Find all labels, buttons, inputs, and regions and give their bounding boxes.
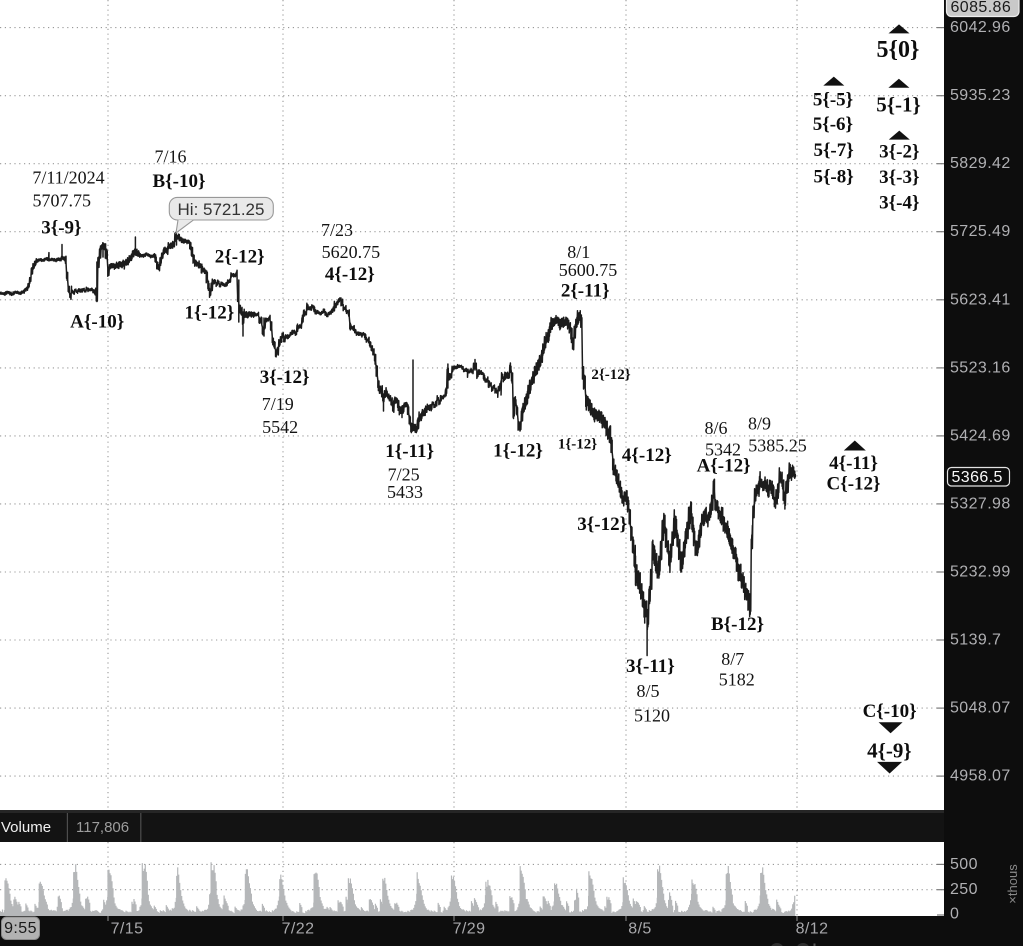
svg-text:4{-9}: 4{-9}	[867, 739, 912, 763]
svg-text:8/9: 8/9	[748, 414, 771, 434]
svg-text:8/1: 8/1	[567, 242, 590, 262]
svg-text:5327.98: 5327.98	[950, 495, 1011, 512]
svg-text:5542: 5542	[262, 417, 298, 437]
svg-text:8/6: 8/6	[704, 418, 727, 438]
svg-text:3{-12}: 3{-12}	[260, 367, 310, 388]
svg-text:6085.86: 6085.86	[951, 0, 1012, 16]
svg-text:117,806: 117,806	[76, 819, 129, 836]
svg-text:7/19: 7/19	[262, 394, 294, 414]
svg-text:8/7: 8/7	[721, 649, 744, 669]
svg-text:4{-12}: 4{-12}	[325, 264, 375, 285]
svg-text:3{-11}: 3{-11}	[626, 656, 675, 677]
svg-text:7/25: 7/25	[388, 465, 420, 485]
svg-text:5620.75: 5620.75	[322, 242, 381, 262]
svg-text:7/16: 7/16	[154, 147, 186, 167]
svg-text:3{-9}: 3{-9}	[41, 218, 81, 239]
svg-text:5342: 5342	[705, 439, 741, 459]
svg-text:5{-5}: 5{-5}	[813, 90, 853, 111]
svg-text:0: 0	[950, 906, 959, 923]
svg-text:A{-10}: A{-10}	[70, 311, 124, 332]
svg-text:5424.69: 5424.69	[950, 427, 1011, 444]
svg-text:1{-11}: 1{-11}	[385, 441, 434, 462]
svg-text:7/23: 7/23	[321, 220, 353, 240]
svg-text:5385.25: 5385.25	[748, 435, 807, 455]
svg-text:×thous: ×thous	[1005, 864, 1020, 904]
svg-text:5623.41: 5623.41	[950, 291, 1011, 308]
svg-text:B{-12}: B{-12}	[711, 614, 764, 635]
svg-text:5707.75: 5707.75	[33, 191, 92, 211]
svg-text:5935.23: 5935.23	[950, 87, 1011, 104]
svg-text:A{-12}: A{-12}	[697, 456, 751, 477]
svg-text:5{0}: 5{0}	[877, 37, 920, 63]
svg-text:3{-2}: 3{-2}	[879, 142, 919, 163]
svg-text:3{-3}: 3{-3}	[879, 167, 919, 188]
svg-text:5{-8}: 5{-8}	[813, 167, 853, 188]
svg-text:5725.49: 5725.49	[950, 223, 1011, 240]
svg-text:8/12: 8/12	[796, 921, 829, 938]
svg-text:2{-12}: 2{-12}	[591, 367, 630, 383]
svg-text:2{-11}: 2{-11}	[561, 280, 610, 301]
svg-text:6042.96: 6042.96	[950, 19, 1011, 36]
svg-text:4{-11}: 4{-11}	[829, 453, 878, 474]
svg-text:1{-12}: 1{-12}	[184, 303, 234, 324]
svg-text:5{-6}: 5{-6}	[813, 114, 853, 135]
svg-text:C{-12}: C{-12}	[826, 474, 880, 495]
svg-text:7/11/2024: 7/11/2024	[32, 167, 104, 187]
svg-text:5048.07: 5048.07	[950, 700, 1011, 717]
svg-text:C{-10}: C{-10}	[863, 701, 917, 722]
svg-text:5{-1}: 5{-1}	[876, 93, 921, 117]
svg-text:1{-12}: 1{-12}	[493, 441, 543, 462]
svg-text:5600.75: 5600.75	[559, 260, 618, 280]
svg-text:9:55: 9:55	[4, 920, 37, 937]
svg-text:250: 250	[950, 881, 978, 898]
svg-text:1{-12}: 1{-12}	[558, 437, 597, 453]
svg-text:5{-7}: 5{-7}	[813, 140, 853, 161]
svg-text:5182: 5182	[719, 669, 755, 689]
svg-text:5829.42: 5829.42	[950, 155, 1011, 172]
svg-text:5523.16: 5523.16	[950, 359, 1011, 376]
svg-text:8/5: 8/5	[628, 921, 651, 938]
svg-text:Hi: 5721.25: Hi: 5721.25	[178, 200, 265, 219]
svg-text:500: 500	[950, 856, 978, 873]
svg-text:5120: 5120	[634, 706, 670, 726]
svg-text:2{-12}: 2{-12}	[215, 247, 265, 268]
svg-text:5232.99: 5232.99	[950, 564, 1011, 581]
svg-text:3{-12}: 3{-12}	[577, 514, 627, 535]
svg-text:4958.07: 4958.07	[950, 768, 1011, 785]
svg-text:7/29: 7/29	[453, 921, 486, 938]
svg-text:5366.5: 5366.5	[952, 469, 1003, 486]
svg-text:4{-12}: 4{-12}	[622, 445, 672, 466]
svg-text:8/5: 8/5	[636, 681, 659, 701]
svg-text:3{-4}: 3{-4}	[879, 193, 919, 214]
svg-text:B{-10}: B{-10}	[153, 171, 206, 192]
svg-text:7/15: 7/15	[111, 921, 144, 938]
svg-text:5139.7: 5139.7	[950, 632, 1001, 649]
svg-text:5433: 5433	[387, 482, 423, 502]
svg-text:7/22: 7/22	[282, 921, 315, 938]
svg-text:Volume: Volume	[1, 819, 51, 836]
